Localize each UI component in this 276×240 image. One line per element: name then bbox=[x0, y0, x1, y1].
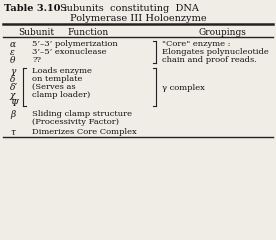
Text: 5’–3’ polymerization: 5’–3’ polymerization bbox=[32, 40, 118, 48]
Text: Elongates polynucleotide: Elongates polynucleotide bbox=[162, 48, 269, 56]
Text: α: α bbox=[10, 40, 16, 49]
Text: Function: Function bbox=[67, 28, 109, 37]
Text: θ: θ bbox=[10, 56, 15, 65]
Text: γ complex: γ complex bbox=[162, 84, 205, 92]
Text: Groupings: Groupings bbox=[198, 28, 246, 37]
Text: (Serves as: (Serves as bbox=[32, 83, 76, 91]
Text: ε: ε bbox=[10, 48, 15, 57]
Text: δ: δ bbox=[10, 75, 15, 84]
Text: (Processivity Factor): (Processivity Factor) bbox=[32, 118, 119, 126]
Text: χ: χ bbox=[10, 91, 15, 100]
Text: "Core" enzyme :: "Core" enzyme : bbox=[162, 40, 230, 48]
Text: Polymerase III Holoenzyme: Polymerase III Holoenzyme bbox=[70, 14, 206, 23]
Text: ??: ?? bbox=[32, 56, 41, 64]
Text: Loads enzyme: Loads enzyme bbox=[32, 67, 92, 75]
Text: β: β bbox=[10, 110, 15, 119]
Text: clamp loader): clamp loader) bbox=[32, 91, 90, 99]
Text: on template: on template bbox=[32, 75, 82, 83]
Text: γ: γ bbox=[10, 67, 15, 76]
Text: chain and proof reads.: chain and proof reads. bbox=[162, 56, 257, 64]
Text: Ψ: Ψ bbox=[10, 99, 18, 108]
Text: Dimerizes Core Complex: Dimerizes Core Complex bbox=[32, 128, 137, 136]
Text: Table 3.10 :: Table 3.10 : bbox=[4, 4, 67, 13]
Text: Sliding clamp structure: Sliding clamp structure bbox=[32, 110, 132, 118]
Text: τ: τ bbox=[10, 128, 15, 137]
Text: 3’–5’ exonuclease: 3’–5’ exonuclease bbox=[32, 48, 107, 56]
Text: Subunit: Subunit bbox=[18, 28, 54, 37]
Text: Subunits  constituting  DNA: Subunits constituting DNA bbox=[60, 4, 199, 13]
Text: δ’: δ’ bbox=[10, 83, 18, 92]
